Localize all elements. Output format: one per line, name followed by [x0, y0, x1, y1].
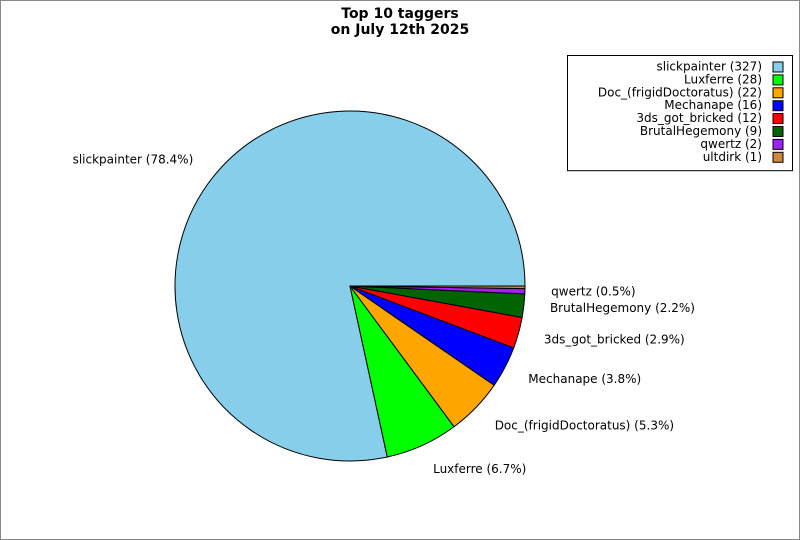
legend-label: ultdirk (1) [703, 150, 762, 164]
slice-label: 3ds_got_bricked (2.9%) [544, 332, 685, 346]
legend-swatch [772, 61, 784, 73]
legend-label: slickpainter (327) [657, 60, 762, 74]
legend-label: Mechanape (16) [664, 98, 762, 112]
legend-swatch [772, 87, 784, 99]
legend-label: Luxferre (28) [684, 72, 762, 86]
legend-swatch [772, 138, 784, 150]
slice-label: qwertz (0.5%) [551, 285, 635, 299]
legend-swatch [772, 126, 784, 137]
slice-label: BrutalHegemony (2.2%) [550, 301, 695, 315]
legend-label: 3ds_got_bricked (12) [636, 111, 762, 125]
legend-label: BrutalHegemony (9) [640, 124, 762, 138]
legend-label: Doc_(frigidDoctoratus) (22) [598, 85, 762, 99]
legend-swatch [772, 113, 784, 125]
slice-label: Mechanape (3.8%) [528, 372, 641, 386]
slice-label: Luxferre (6.7%) [433, 462, 526, 476]
legend-swatch [772, 151, 784, 163]
slice-label: slickpainter (78.4%) [73, 152, 194, 166]
legend-box [567, 55, 793, 172]
legend-label: qwertz (2) [700, 137, 762, 151]
pie-slice [349, 285, 526, 290]
legend-swatch [772, 74, 784, 86]
chart-title: Top 10 taggers [341, 6, 458, 22]
slice-label: Doc_(frigidDoctoratus) (5.3%) [495, 418, 674, 432]
legend-swatch [772, 100, 784, 112]
chart-title: on July 12th 2025 [331, 22, 469, 38]
